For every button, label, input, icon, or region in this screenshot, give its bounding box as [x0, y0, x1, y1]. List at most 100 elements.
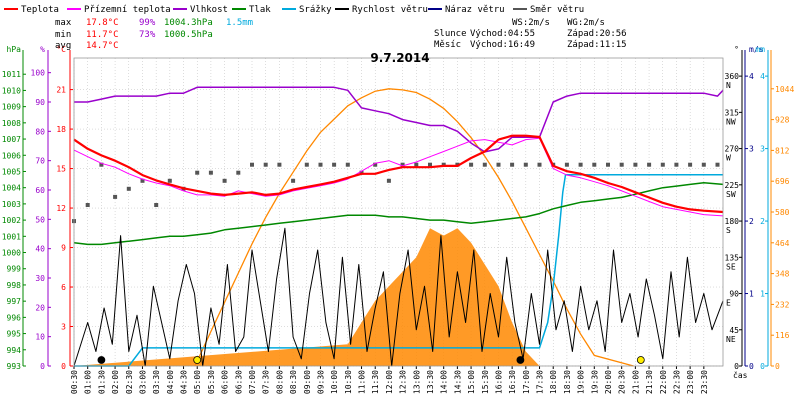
moon-rise: Východ:16:49: [470, 40, 535, 50]
wind-direction-point: [167, 178, 172, 183]
direction-tick-label: 90: [729, 290, 739, 299]
time-tick-label: 15:30: [481, 370, 490, 394]
rain-tick-label: 4: [760, 72, 765, 81]
wind-direction-point: [441, 162, 446, 167]
wind-direction-point: [428, 162, 432, 167]
rain-tick-label: 0: [760, 362, 765, 371]
plot-frame: [73, 57, 724, 367]
direction-tick-label: 225: [725, 181, 740, 190]
compass-label: SE: [726, 262, 736, 271]
rain-tick-label: 2: [760, 217, 765, 226]
wind-tick-label: 4: [749, 72, 754, 81]
rain-tick-label: 1: [760, 290, 765, 299]
stat-min-temp: 11.7°C: [86, 30, 119, 40]
time-tick-label: 14:00: [440, 370, 449, 394]
wind-direction-point: [482, 162, 487, 167]
wind-direction-point: [99, 162, 104, 167]
wind-direction-point: [578, 162, 583, 167]
moon-label: Měsíc: [434, 40, 461, 50]
time-tick-label: 03:00: [138, 370, 147, 394]
marker-layer: [97, 356, 645, 364]
humidity-tick-label: 100: [31, 69, 46, 78]
sun-set: Západ:20:56: [567, 29, 627, 39]
temperature-unit-label: °C: [56, 45, 66, 54]
legend-label: Náraz větru: [445, 5, 505, 15]
direction-tick-label: 135: [725, 253, 740, 262]
legend-item: Tlak: [232, 5, 271, 15]
sun-rise: Východ:04:55: [470, 29, 535, 39]
humidity-tick-label: 40: [35, 245, 45, 254]
wind-direction-point: [633, 162, 638, 167]
time-tick-label: 04:00: [166, 370, 175, 394]
time-tick-label: 06:30: [234, 370, 243, 394]
sun-tick-label: 232: [775, 300, 790, 309]
direction-tick-label: 270: [725, 145, 740, 154]
wind-direction-point: [592, 162, 597, 167]
pressure-tick-label: 1000: [2, 249, 21, 258]
time-tick-label: 17:30: [536, 370, 545, 394]
wind-direction-point: [140, 178, 145, 183]
stat-max-rain: 1.5mm: [226, 18, 253, 28]
sun-tick-label: 580: [775, 208, 790, 217]
grid: [73, 58, 723, 367]
wind-direction-point: [469, 162, 474, 167]
time-tick-label: 05:00: [193, 370, 202, 394]
time-tick-label: 12:30: [399, 370, 408, 394]
humidity-tick-label: 90: [35, 98, 45, 107]
stat-min-press: 1000.5hPa: [164, 30, 213, 40]
humidity-tick-label: 20: [35, 303, 45, 312]
time-tick-label: 21:30: [645, 370, 654, 394]
humidity-tick-label: 60: [35, 186, 45, 195]
legend-label: Směr větru: [530, 5, 584, 15]
time-tick-label: 16:00: [494, 370, 503, 394]
compass-label: W: [726, 154, 731, 163]
time-tick-label: 22:00: [659, 370, 668, 394]
time-tick-label: 10:30: [344, 370, 353, 394]
pressure-tick-label: 996: [7, 313, 22, 322]
time-tick-label: 10:00: [330, 370, 339, 394]
wind-direction-point: [345, 162, 350, 167]
wind-direction-point: [236, 170, 241, 175]
temperature-tick-label: 0: [61, 362, 66, 371]
stat-max-label: max: [55, 18, 72, 28]
wind-direction-point: [701, 162, 706, 167]
direction-tick-label: 180: [725, 217, 740, 226]
compass-label: NE: [726, 335, 736, 344]
sun-tick-label: 116: [775, 331, 790, 340]
compass-label: S: [726, 226, 731, 235]
wind-wg: WG:2m/s: [567, 18, 605, 28]
time-marker: [636, 356, 645, 364]
humidity-tick-label: 70: [35, 157, 45, 166]
wind-direction-point: [373, 162, 378, 167]
wind-direction-point: [208, 170, 213, 175]
compass-label: N: [726, 81, 731, 90]
wind-direction-point: [222, 178, 227, 183]
legend-item: Směr větru: [513, 5, 584, 15]
sun-tick-label: 928: [775, 116, 790, 125]
sun-tick-label: 0: [775, 362, 780, 371]
stat-min-hum: 73%: [139, 30, 156, 40]
time-tick-label: 13:30: [426, 370, 435, 394]
pressure-tick-label: 998: [7, 281, 22, 290]
time-tick-label: 19:00: [577, 370, 586, 394]
time-tick-label: 11:30: [371, 370, 380, 394]
wind-direction-point: [523, 162, 528, 167]
temperature-tick-label: 21: [56, 86, 66, 95]
stats-block: max 17.8°C 99% 1004.3hPa 1.5mm min 11.7°…: [55, 18, 253, 51]
time-axis-label: čas: [733, 370, 748, 380]
legend-label: Srážky: [299, 5, 332, 15]
time-tick-label: 23:30: [700, 370, 709, 394]
wind-direction-point: [126, 186, 131, 191]
temperature-tick-label: 15: [56, 165, 66, 174]
wind-direction-point: [386, 178, 391, 183]
wind-direction-point: [647, 162, 652, 167]
time-tick-label: 14:30: [453, 370, 462, 394]
wind-tick-label: 1: [749, 290, 754, 299]
sun-tick-label: 1044: [775, 85, 794, 94]
pressure-tick-label: 1006: [2, 151, 21, 160]
pressure-tick-label: 1011: [2, 70, 21, 79]
humidity-tick-label: 10: [35, 333, 45, 342]
stat-max-temp: 17.8°C: [86, 18, 119, 28]
time-tick-label: 09:30: [316, 370, 325, 394]
